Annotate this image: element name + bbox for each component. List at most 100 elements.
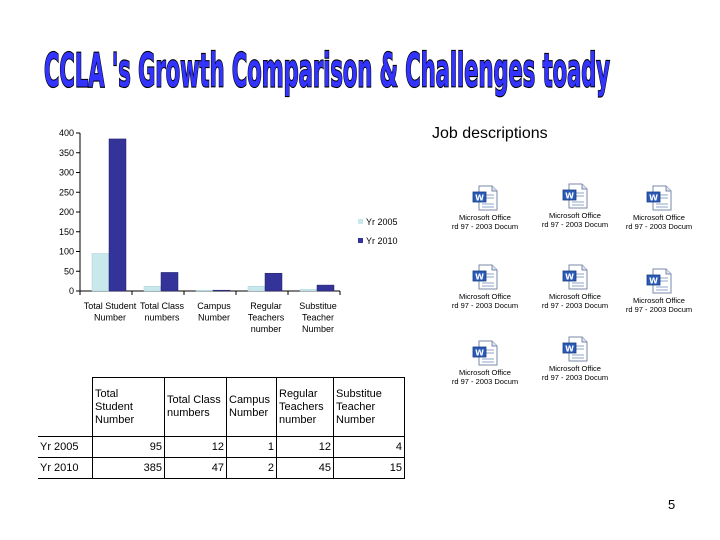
- table-cell: 4: [333, 436, 405, 458]
- header-line: Total Class: [167, 394, 221, 406]
- header-line: Student: [95, 400, 133, 413]
- y-tick-label: 150: [59, 227, 74, 237]
- table-cell: 2: [226, 457, 277, 479]
- table-header-cell: Total Class numbers: [164, 377, 227, 437]
- legend-label: Yr 2010: [366, 236, 398, 246]
- y-tick-label: 300: [59, 168, 74, 178]
- x-tick-label-line: Campus: [197, 301, 231, 311]
- page-number: 5: [668, 497, 676, 512]
- header-line: Substitue: [336, 387, 382, 400]
- y-tick-label: 50: [64, 266, 74, 276]
- header-line: numbers: [167, 407, 210, 419]
- document-label-line2: rd 97 - 2003 Docum: [451, 377, 519, 386]
- y-tick-label: 350: [59, 148, 74, 158]
- y-tick-label: 100: [59, 247, 74, 257]
- header-line: Number: [229, 407, 269, 419]
- document-label-line2: rd 97 - 2003 Docum: [625, 305, 693, 314]
- bar: [264, 272, 283, 292]
- document-label-line1: Microsoft Office: [459, 213, 511, 222]
- table-row: Yr 2010 385 47 2 45 15: [38, 457, 405, 479]
- table-cell: 1: [226, 436, 277, 458]
- x-tick-label-line: Number: [94, 313, 126, 323]
- x-tick-label-line: numbers: [144, 313, 180, 323]
- document-label-line1: Microsoft Office: [549, 364, 601, 373]
- header-line: Teachers: [279, 400, 324, 413]
- legend-swatch: [358, 219, 363, 224]
- x-tick-label-line: Total Student: [84, 301, 137, 311]
- document-6[interactable]: Microsoft Office rd 97 - 2003 Docum: [619, 266, 699, 314]
- document-label-line2: rd 97 - 2003 Docum: [541, 301, 609, 310]
- table-header-cell: Campus Number: [226, 377, 277, 437]
- table-header-cell: Substitue Teacher Number: [333, 377, 405, 437]
- bar: [91, 253, 110, 292]
- document-4[interactable]: Microsoft Office rd 97 - 2003 Docum: [445, 262, 525, 310]
- x-tick-label: Campus Number: [197, 301, 231, 323]
- y-tick-label: 400: [59, 128, 74, 138]
- y-tick-label: 250: [59, 187, 74, 197]
- legend-swatch: [358, 238, 363, 243]
- y-tick-label: 200: [59, 207, 74, 217]
- table-row: Yr 2005 95 12 1 12 4: [38, 436, 405, 458]
- bar: [316, 284, 335, 292]
- document-label-line2: rd 97 - 2003 Docum: [451, 301, 519, 310]
- header-line: Total: [95, 387, 119, 400]
- bar: [108, 138, 127, 292]
- word-document-icon: [560, 334, 590, 364]
- document-5[interactable]: Microsoft Office rd 97 - 2003 Docum: [535, 262, 615, 310]
- table-cell: 15: [333, 457, 405, 479]
- table-cell: 385: [92, 457, 165, 479]
- document-label-line2: rd 97 - 2003 Docum: [541, 373, 609, 382]
- x-tick-label-line: Total Class: [140, 301, 185, 311]
- document-label-line1: Microsoft Office: [549, 211, 601, 220]
- document-8[interactable]: Microsoft Office rd 97 - 2003 Docum: [535, 334, 615, 382]
- word-document-icon: [470, 338, 500, 368]
- x-tick-label-line: Number: [302, 324, 334, 334]
- row-label: Yr 2010: [38, 457, 93, 479]
- legend-label: Yr 2005: [366, 217, 398, 227]
- document-3[interactable]: Microsoft Office rd 97 - 2003 Docum: [619, 183, 699, 231]
- word-document-icon: [470, 262, 500, 292]
- document-label-line1: Microsoft Office: [633, 296, 685, 305]
- bar: [160, 272, 179, 292]
- document-label-line1: Microsoft Office: [459, 368, 511, 377]
- x-tick-label: Substitue Teacher Number: [299, 301, 337, 334]
- document-1[interactable]: Microsoft Office rd 97 - 2003 Docum: [445, 183, 525, 231]
- header-line: Number: [95, 413, 135, 426]
- bar-chart: 0 50 100 150 200 250 300 350 400 Total Student Num…: [59, 128, 398, 334]
- slide-title-text: CCLA 's Growth Comparison & Challenges t…: [44, 45, 610, 98]
- word-document-icon: [644, 183, 674, 213]
- x-tick-label-line: Substitue: [299, 301, 337, 311]
- slide-title: CCLA 's Growth Comparison & Challenges t…: [40, 38, 620, 108]
- document-label-line2: rd 97 - 2003 Docum: [451, 222, 519, 231]
- bar: [212, 289, 231, 292]
- data-table: Total Student Number Total Class numbers…: [38, 377, 405, 479]
- document-label-line2: rd 97 - 2003 Docum: [625, 222, 693, 231]
- table-cell: 45: [276, 457, 334, 479]
- table-header-cell: Regular Teachers number: [276, 377, 334, 437]
- document-label-line1: Microsoft Office: [549, 292, 601, 301]
- table-header-cell: Total Student Number: [92, 377, 165, 437]
- table-corner-cell: [38, 377, 93, 437]
- word-document-icon: [560, 181, 590, 211]
- table-cell: 47: [164, 457, 227, 479]
- table-cell: 95: [92, 436, 165, 458]
- slide-title-wordart: CCLA 's Growth Comparison & Challenges t…: [43, 44, 611, 99]
- document-7[interactable]: Microsoft Office rd 97 - 2003 Docum: [445, 338, 525, 386]
- x-tick-label: Regular Teachers number: [248, 301, 285, 334]
- table-cell: 12: [164, 436, 227, 458]
- document-label-line2: rd 97 - 2003 Docum: [541, 220, 609, 229]
- bar: [247, 286, 266, 292]
- table-header-row: Total Student Number Total Class numbers…: [38, 377, 405, 437]
- header-line: number: [279, 413, 317, 426]
- word-document-icon: [644, 266, 674, 296]
- document-2[interactable]: Microsoft Office rd 97 - 2003 Docum: [535, 181, 615, 229]
- document-label-line1: Microsoft Office: [633, 213, 685, 222]
- x-tick-label: Total Student Number: [84, 301, 137, 323]
- row-label: Yr 2005: [38, 436, 93, 458]
- job-descriptions-title: Job descriptions: [432, 125, 548, 142]
- bar: [195, 289, 214, 292]
- x-tick-label-line: number: [251, 324, 282, 334]
- document-label-line1: Microsoft Office: [459, 292, 511, 301]
- x-tick-label-line: Teachers: [248, 313, 285, 323]
- header-line: Number: [336, 413, 376, 426]
